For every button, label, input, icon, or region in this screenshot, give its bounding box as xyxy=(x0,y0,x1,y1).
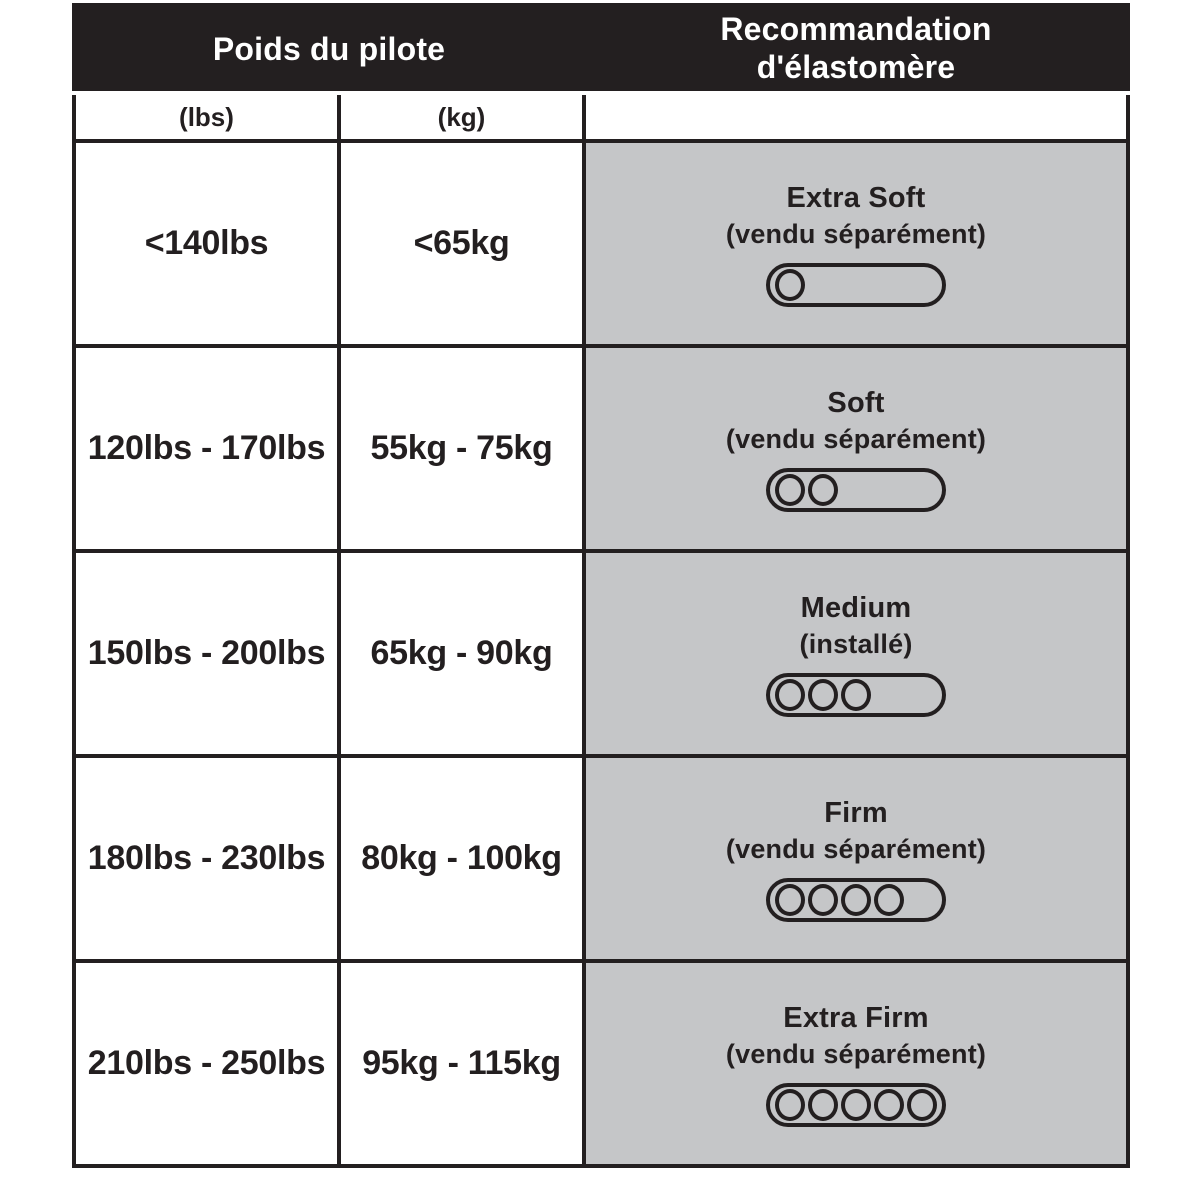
recommendation-cell: Soft (vendu séparément) xyxy=(582,344,1131,553)
weight-lbs-cell: 180lbs - 230lbs xyxy=(72,754,341,963)
elastomer-dot xyxy=(808,679,839,711)
units-lbs-cell: (lbs) xyxy=(72,91,341,143)
units-row: (lbs) (kg) xyxy=(72,91,1131,143)
units-kg-cell: (kg) xyxy=(336,91,587,143)
elastomer-dot xyxy=(907,1089,938,1121)
pilot-weight-header: Poids du pilote xyxy=(71,3,587,95)
recommendation-header-label: Recommandation d'élastomère xyxy=(720,11,992,85)
elastomer-dot xyxy=(808,884,839,916)
elastomer-name: Soft xyxy=(827,387,885,419)
elastomer-pill-icon xyxy=(766,1083,947,1127)
table-row: 180lbs - 230lbs 80kg - 100kg Firm (vendu… xyxy=(72,754,1131,963)
recommendation-cell: Medium (installé) xyxy=(582,549,1131,758)
elastomer-dot xyxy=(841,884,872,916)
weight-kg-cell: 55kg - 75kg xyxy=(336,344,587,553)
recommendation-cell: Extra Firm (vendu séparément) xyxy=(582,959,1131,1168)
weight-lbs-cell: 210lbs - 250lbs xyxy=(72,959,341,1168)
weight-lbs-cell: <140lbs xyxy=(72,139,341,348)
elastomer-pill-icon xyxy=(766,878,947,922)
elastomer-name: Firm xyxy=(824,797,888,829)
elastomer-dot xyxy=(874,884,905,916)
elastomer-dot xyxy=(775,884,806,916)
elastomer-dot xyxy=(808,1089,839,1121)
recommendation-cell: Firm (vendu séparément) xyxy=(582,754,1131,963)
elastomer-dot xyxy=(775,269,806,301)
weight-lbs-cell: 120lbs - 170lbs xyxy=(72,344,341,553)
table-header-row: Poids du pilote Recommandation d'élastom… xyxy=(71,3,1131,95)
table-row: 150lbs - 200lbs 65kg - 90kg Medium (inst… xyxy=(72,549,1131,758)
elastomer-name: Medium xyxy=(800,592,912,624)
units-empty-cell xyxy=(582,91,1131,143)
elastomer-dot xyxy=(874,1089,905,1121)
elastomer-dot xyxy=(775,1089,806,1121)
elastomer-dot xyxy=(841,679,872,711)
elastomer-dot xyxy=(808,474,839,506)
table-row: 210lbs - 250lbs 95kg - 115kg Extra Firm … xyxy=(72,959,1131,1168)
elastomer-note: (installé) xyxy=(799,629,913,660)
weight-kg-cell: 80kg - 100kg xyxy=(336,754,587,963)
pilot-weight-header-label: Poids du pilote xyxy=(212,30,446,67)
elastomer-recommendation-table: Poids du pilote Recommandation d'élastom… xyxy=(71,3,1131,1168)
weight-kg-cell: <65kg xyxy=(336,139,587,348)
table-row: 120lbs - 170lbs 55kg - 75kg Soft (vendu … xyxy=(72,344,1131,553)
elastomer-note: (vendu séparément) xyxy=(725,424,987,455)
elastomer-dot xyxy=(841,1089,872,1121)
elastomer-note: (vendu séparément) xyxy=(725,219,987,250)
elastomer-name: Extra Soft xyxy=(786,182,926,214)
elastomer-note: (vendu séparément) xyxy=(725,1039,987,1070)
elastomer-pill-icon xyxy=(766,263,947,307)
elastomer-note: (vendu séparément) xyxy=(725,834,987,865)
weight-kg-cell: 65kg - 90kg xyxy=(336,549,587,758)
elastomer-name: Extra Firm xyxy=(783,1002,929,1034)
elastomer-dot xyxy=(775,679,806,711)
recommendation-cell: Extra Soft (vendu séparément) xyxy=(582,139,1131,348)
elastomer-pill-icon xyxy=(766,468,947,512)
elastomer-dot xyxy=(775,474,806,506)
elastomer-pill-icon xyxy=(766,673,947,717)
weight-lbs-cell: 150lbs - 200lbs xyxy=(72,549,341,758)
table-row: <140lbs <65kg Extra Soft (vendu séparéme… xyxy=(72,139,1131,348)
recommendation-header: Recommandation d'élastomère xyxy=(582,3,1131,95)
weight-kg-cell: 95kg - 115kg xyxy=(336,959,587,1168)
